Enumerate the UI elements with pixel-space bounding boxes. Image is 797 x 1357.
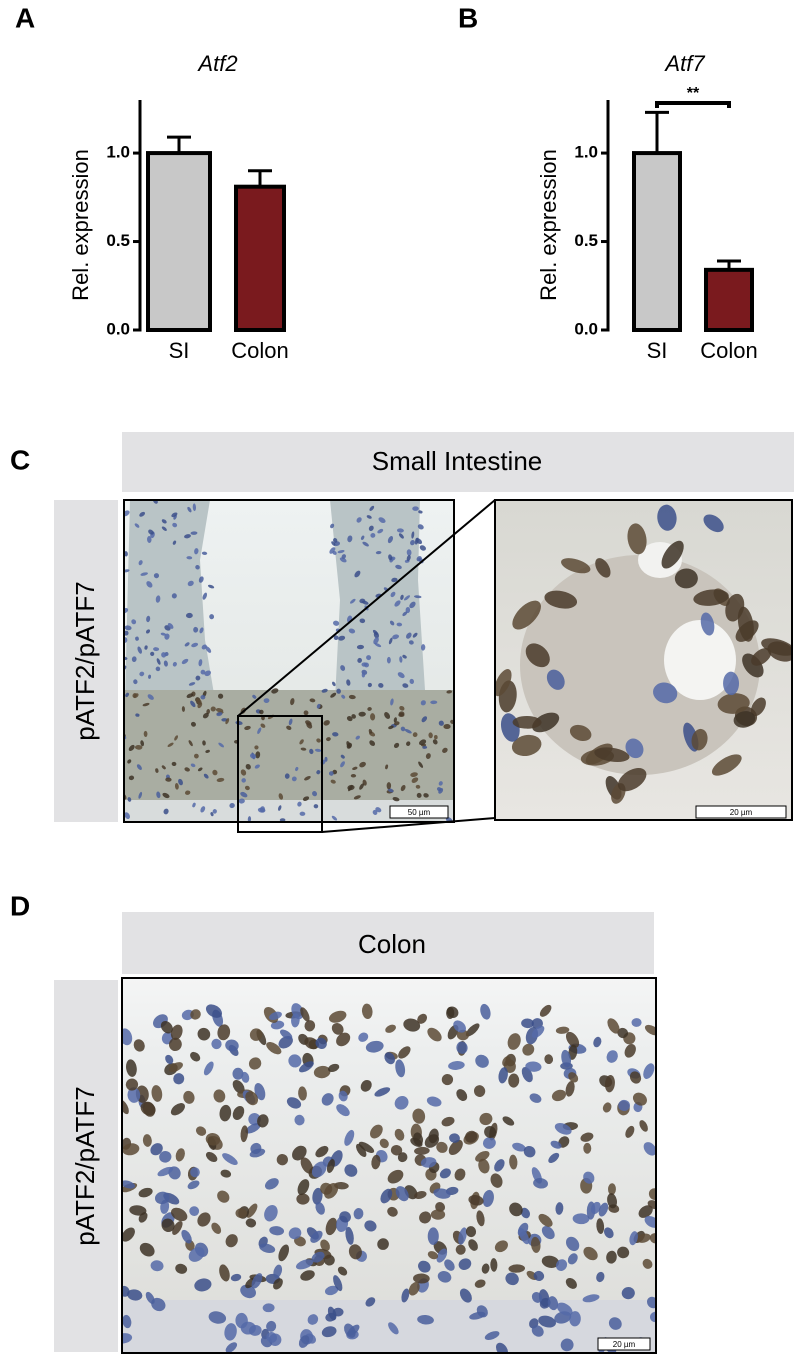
y-axis-label: Rel. expression <box>68 149 93 301</box>
bar <box>632 151 682 332</box>
y-tick-label: 0.5 <box>106 231 130 250</box>
micrograph <box>122 978 656 1353</box>
panel-label: D <box>10 890 30 921</box>
x-tick-label: Colon <box>231 338 288 363</box>
image-header: Small Intestine <box>372 446 543 476</box>
significance-label: ** <box>687 85 700 102</box>
side-label: pATF2/pATF7 <box>70 1086 100 1245</box>
image-frame <box>494 499 793 821</box>
bar <box>704 267 754 333</box>
panel-label: A <box>15 2 35 33</box>
y-tick-label: 0.0 <box>106 319 130 338</box>
image-header: Colon <box>358 929 426 959</box>
image-frame <box>121 977 657 1354</box>
scale-bar <box>597 1337 651 1351</box>
chart-title: Atf2 <box>196 51 237 76</box>
y-tick-label: 1.0 <box>574 143 598 162</box>
micrograph <box>124 500 454 822</box>
header-box <box>122 912 654 974</box>
y-tick-label: 0.0 <box>574 319 598 338</box>
scale-bar-label: 50 µm <box>408 808 431 817</box>
bar <box>234 184 286 332</box>
side-box <box>54 500 118 822</box>
micrograph <box>495 500 792 820</box>
significance-bracket <box>655 101 731 108</box>
zoom-line <box>321 817 496 833</box>
zoom-box <box>237 715 323 833</box>
bar <box>146 151 212 332</box>
header-box <box>122 432 794 492</box>
scale-bar <box>695 805 787 819</box>
scale-bar-label: 20 µm <box>730 808 753 817</box>
panel-label: C <box>10 444 30 475</box>
x-tick-label: Colon <box>700 338 757 363</box>
chart-title: Atf7 <box>663 51 705 76</box>
x-tick-label: SI <box>169 338 190 363</box>
scale-bar <box>389 805 449 819</box>
panel-label: B <box>458 2 478 33</box>
y-axis-label: Rel. expression <box>536 149 561 301</box>
image-frame <box>123 499 455 823</box>
scale-bar-label: 20 µm <box>613 1340 636 1349</box>
y-tick-label: 1.0 <box>106 143 130 162</box>
side-box <box>54 980 118 1352</box>
zoom-line <box>237 499 496 717</box>
side-label: pATF2/pATF7 <box>70 581 100 740</box>
x-tick-label: SI <box>647 338 668 363</box>
y-tick-label: 0.5 <box>574 231 598 250</box>
